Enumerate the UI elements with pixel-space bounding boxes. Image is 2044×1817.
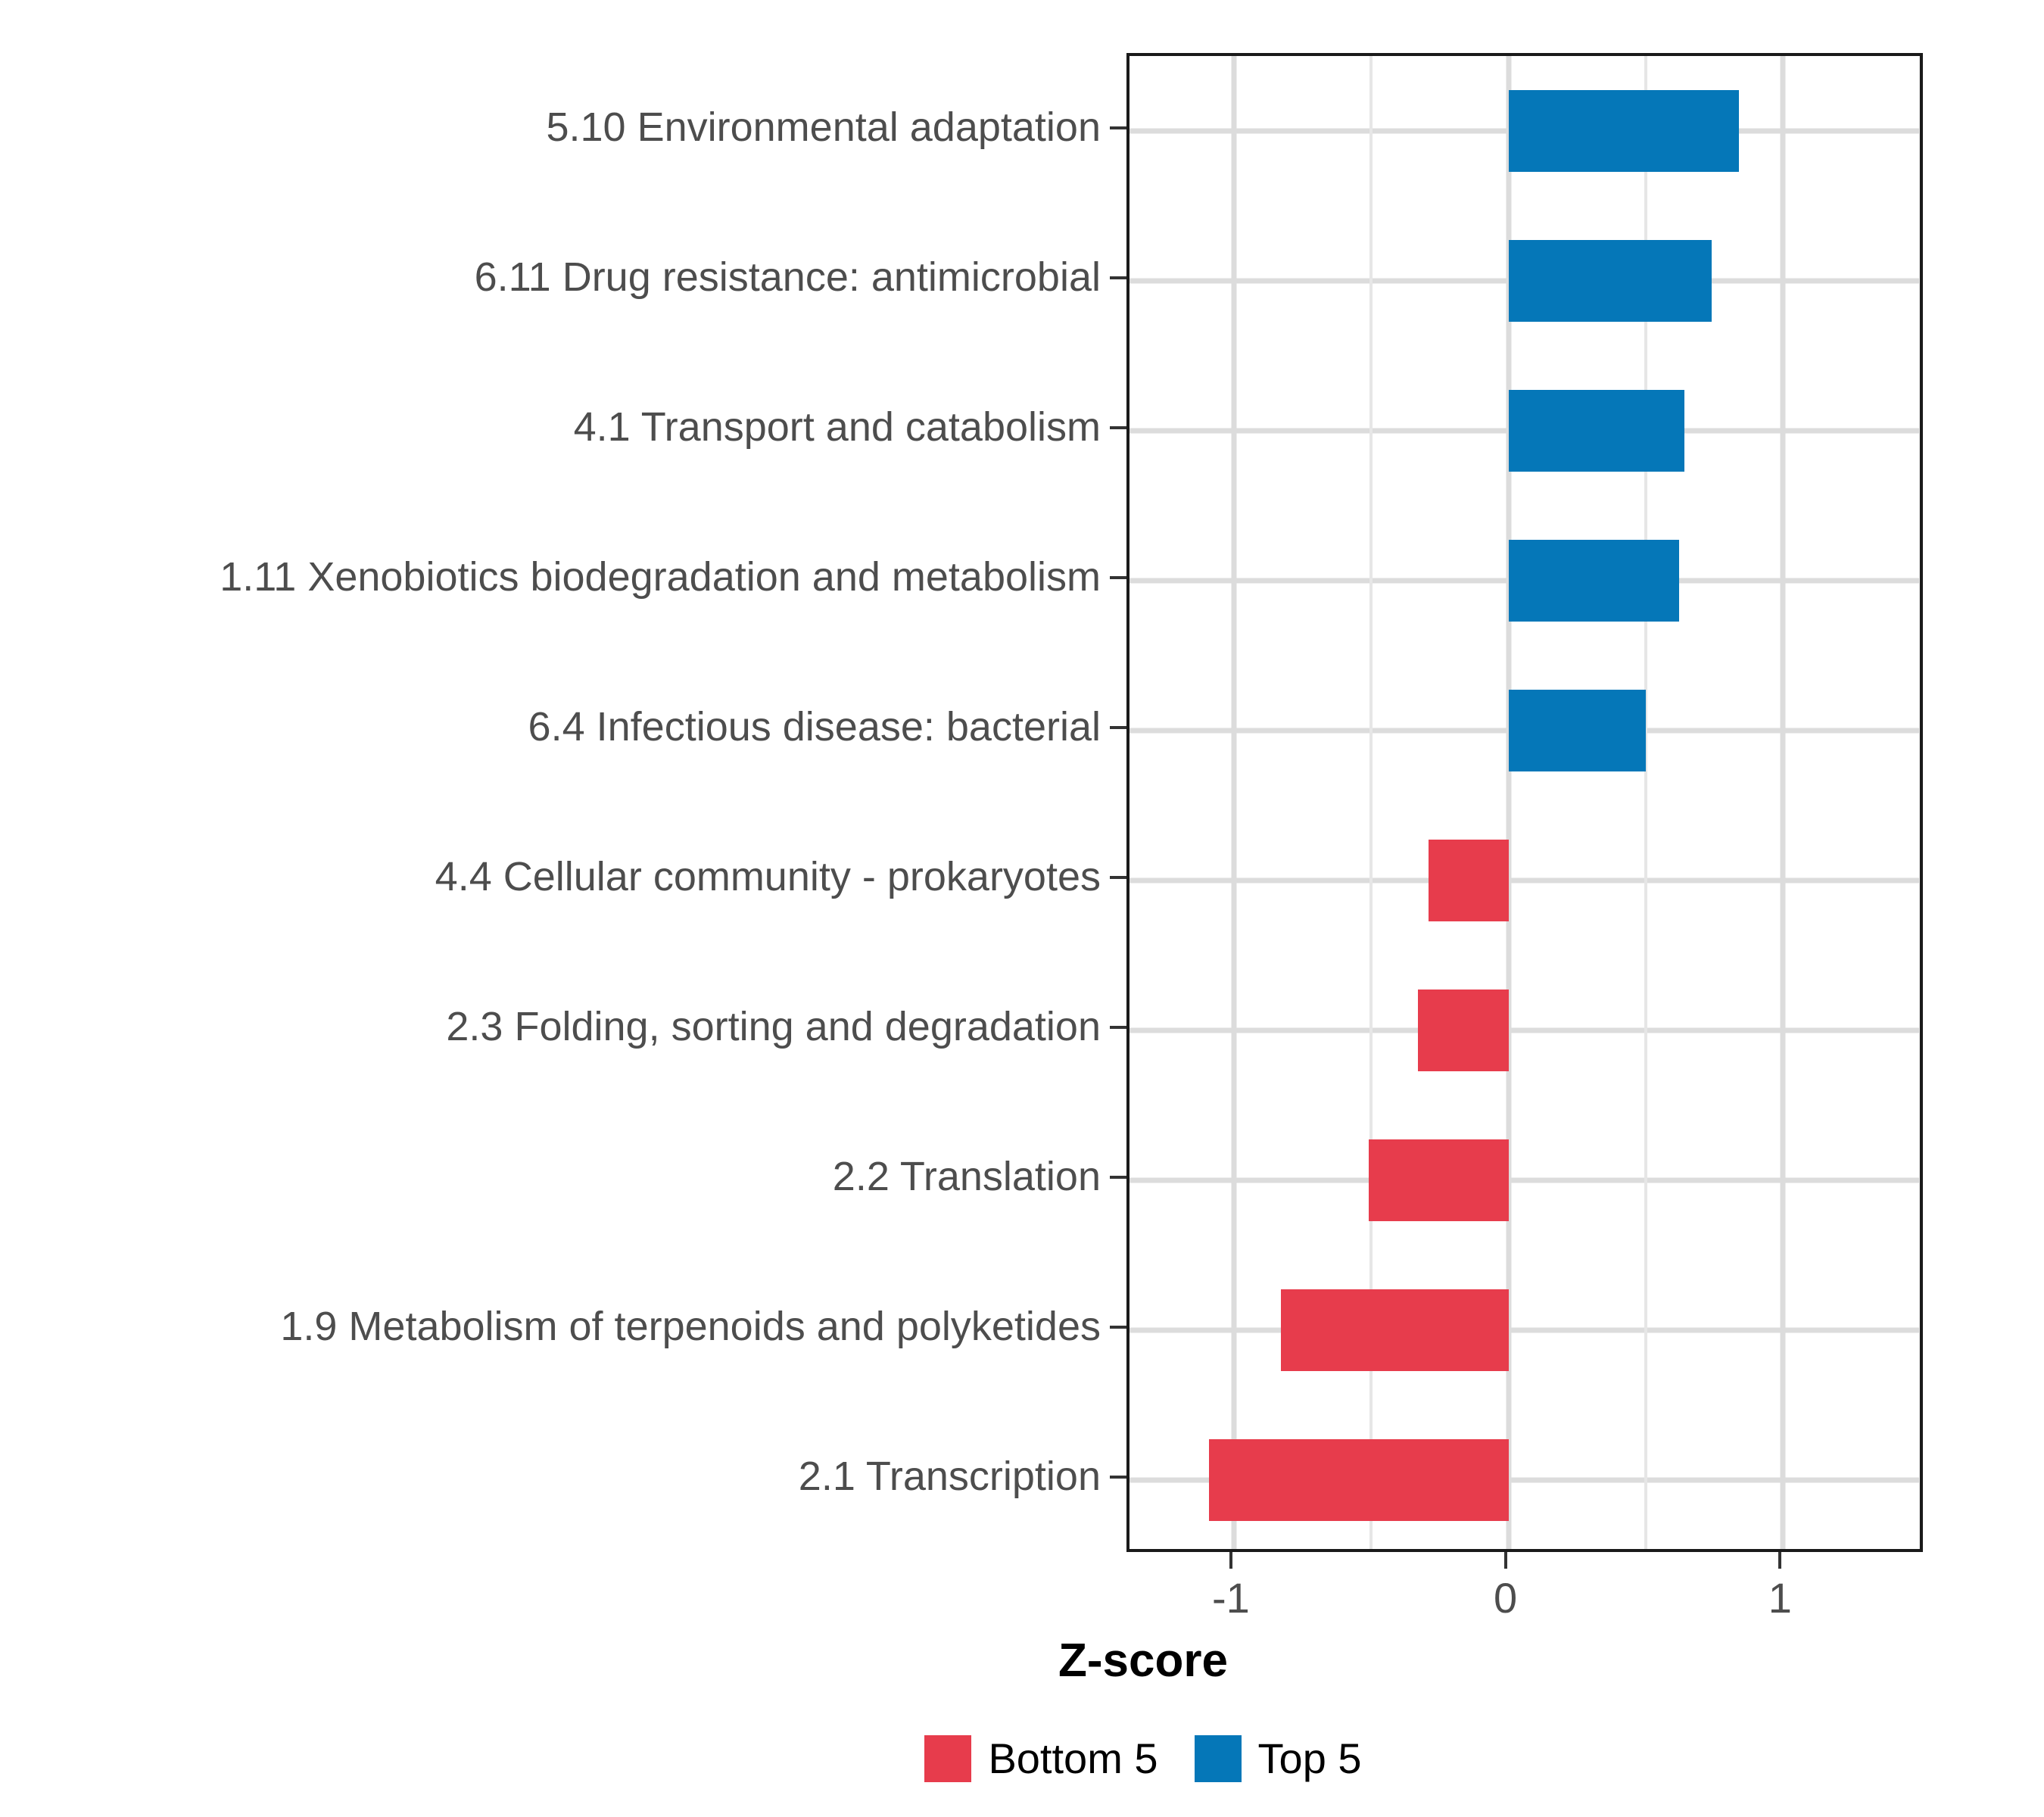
legend-swatch-icon: [1194, 1735, 1242, 1782]
gridline-horizontal: [1129, 1027, 1920, 1033]
y-axis-tick-label: 5.10 Environmental adaptation: [546, 104, 1101, 150]
legend-item[interactable]: Top 5: [1194, 1734, 1362, 1782]
legend-label: Bottom 5: [988, 1734, 1158, 1782]
legend-item[interactable]: Bottom 5: [924, 1735, 1158, 1782]
y-axis-tick: [1110, 276, 1126, 279]
gridline-vertical-minor: [1644, 56, 1647, 1549]
gridline-vertical-major: [1231, 56, 1237, 1549]
bar: [1429, 840, 1509, 921]
plot-panel: [1126, 53, 1923, 1552]
gridline-horizontal: [1129, 1327, 1920, 1333]
x-axis-tick-label: -1: [1211, 1574, 1250, 1622]
bar: [1508, 240, 1712, 322]
y-axis-tick-label: 2.1 Transcription: [798, 1454, 1101, 1499]
x-axis-tick: [1503, 1552, 1507, 1569]
gridline-vertical-major: [1780, 56, 1786, 1549]
bar: [1508, 90, 1740, 172]
gridline-horizontal: [1129, 1477, 1920, 1483]
legend-swatch-icon: [924, 1735, 972, 1782]
y-axis-tick: [1110, 126, 1126, 129]
y-axis-tick: [1110, 426, 1126, 429]
y-axis-tick-label: 2.3 Folding, sorting and degradation: [446, 1004, 1101, 1049]
legend-label: Top 5: [1257, 1734, 1362, 1782]
bar: [1368, 1139, 1509, 1221]
y-axis-tick: [1110, 1026, 1126, 1029]
x-axis-tick: [1229, 1552, 1232, 1569]
x-axis-tick-label: 0: [1494, 1574, 1518, 1622]
gridline-vertical-minor: [1918, 56, 1920, 1549]
x-axis-tick: [1778, 1552, 1782, 1569]
y-axis-tick: [1110, 876, 1126, 879]
y-axis-tick: [1110, 726, 1126, 729]
bar: [1508, 390, 1684, 472]
bar: [1280, 1289, 1509, 1371]
y-axis-tick-label: 4.4 Cellular community - prokaryotes: [435, 854, 1101, 899]
chart-legend: Bottom 5 Top 5: [0, 1735, 2044, 1782]
y-axis-tick: [1110, 576, 1126, 579]
gridline-horizontal: [1129, 1177, 1920, 1183]
y-axis-tick-label: 2.2 Translation: [832, 1154, 1101, 1199]
bar: [1508, 540, 1679, 622]
y-axis-tick: [1110, 1326, 1126, 1329]
y-axis-tick: [1110, 1176, 1126, 1179]
y-axis-tick-label: 6.4 Infectious disease: bacterial: [528, 704, 1101, 750]
y-axis-tick-label: 4.1 Transport and catabolism: [573, 404, 1101, 450]
bar: [1417, 990, 1509, 1071]
x-axis-tick-label: 1: [1768, 1574, 1792, 1622]
x-axis-title: Z-score: [1058, 1635, 1228, 1687]
y-axis-tick: [1110, 1476, 1126, 1479]
bar: [1209, 1439, 1509, 1521]
gridline-vertical-major: [1506, 56, 1512, 1549]
gridline-horizontal: [1129, 877, 1920, 884]
y-axis-tick-label: 1.9 Metabolism of terpenoids and polyket…: [280, 1304, 1101, 1349]
y-axis-tick-label: 1.11 Xenobiotics biodegradation and meta…: [220, 554, 1101, 600]
y-axis-tick-label: 6.11 Drug resistance: antimicrobial: [474, 254, 1101, 300]
gridline-vertical-minor: [1369, 56, 1373, 1549]
bar: [1508, 690, 1646, 771]
